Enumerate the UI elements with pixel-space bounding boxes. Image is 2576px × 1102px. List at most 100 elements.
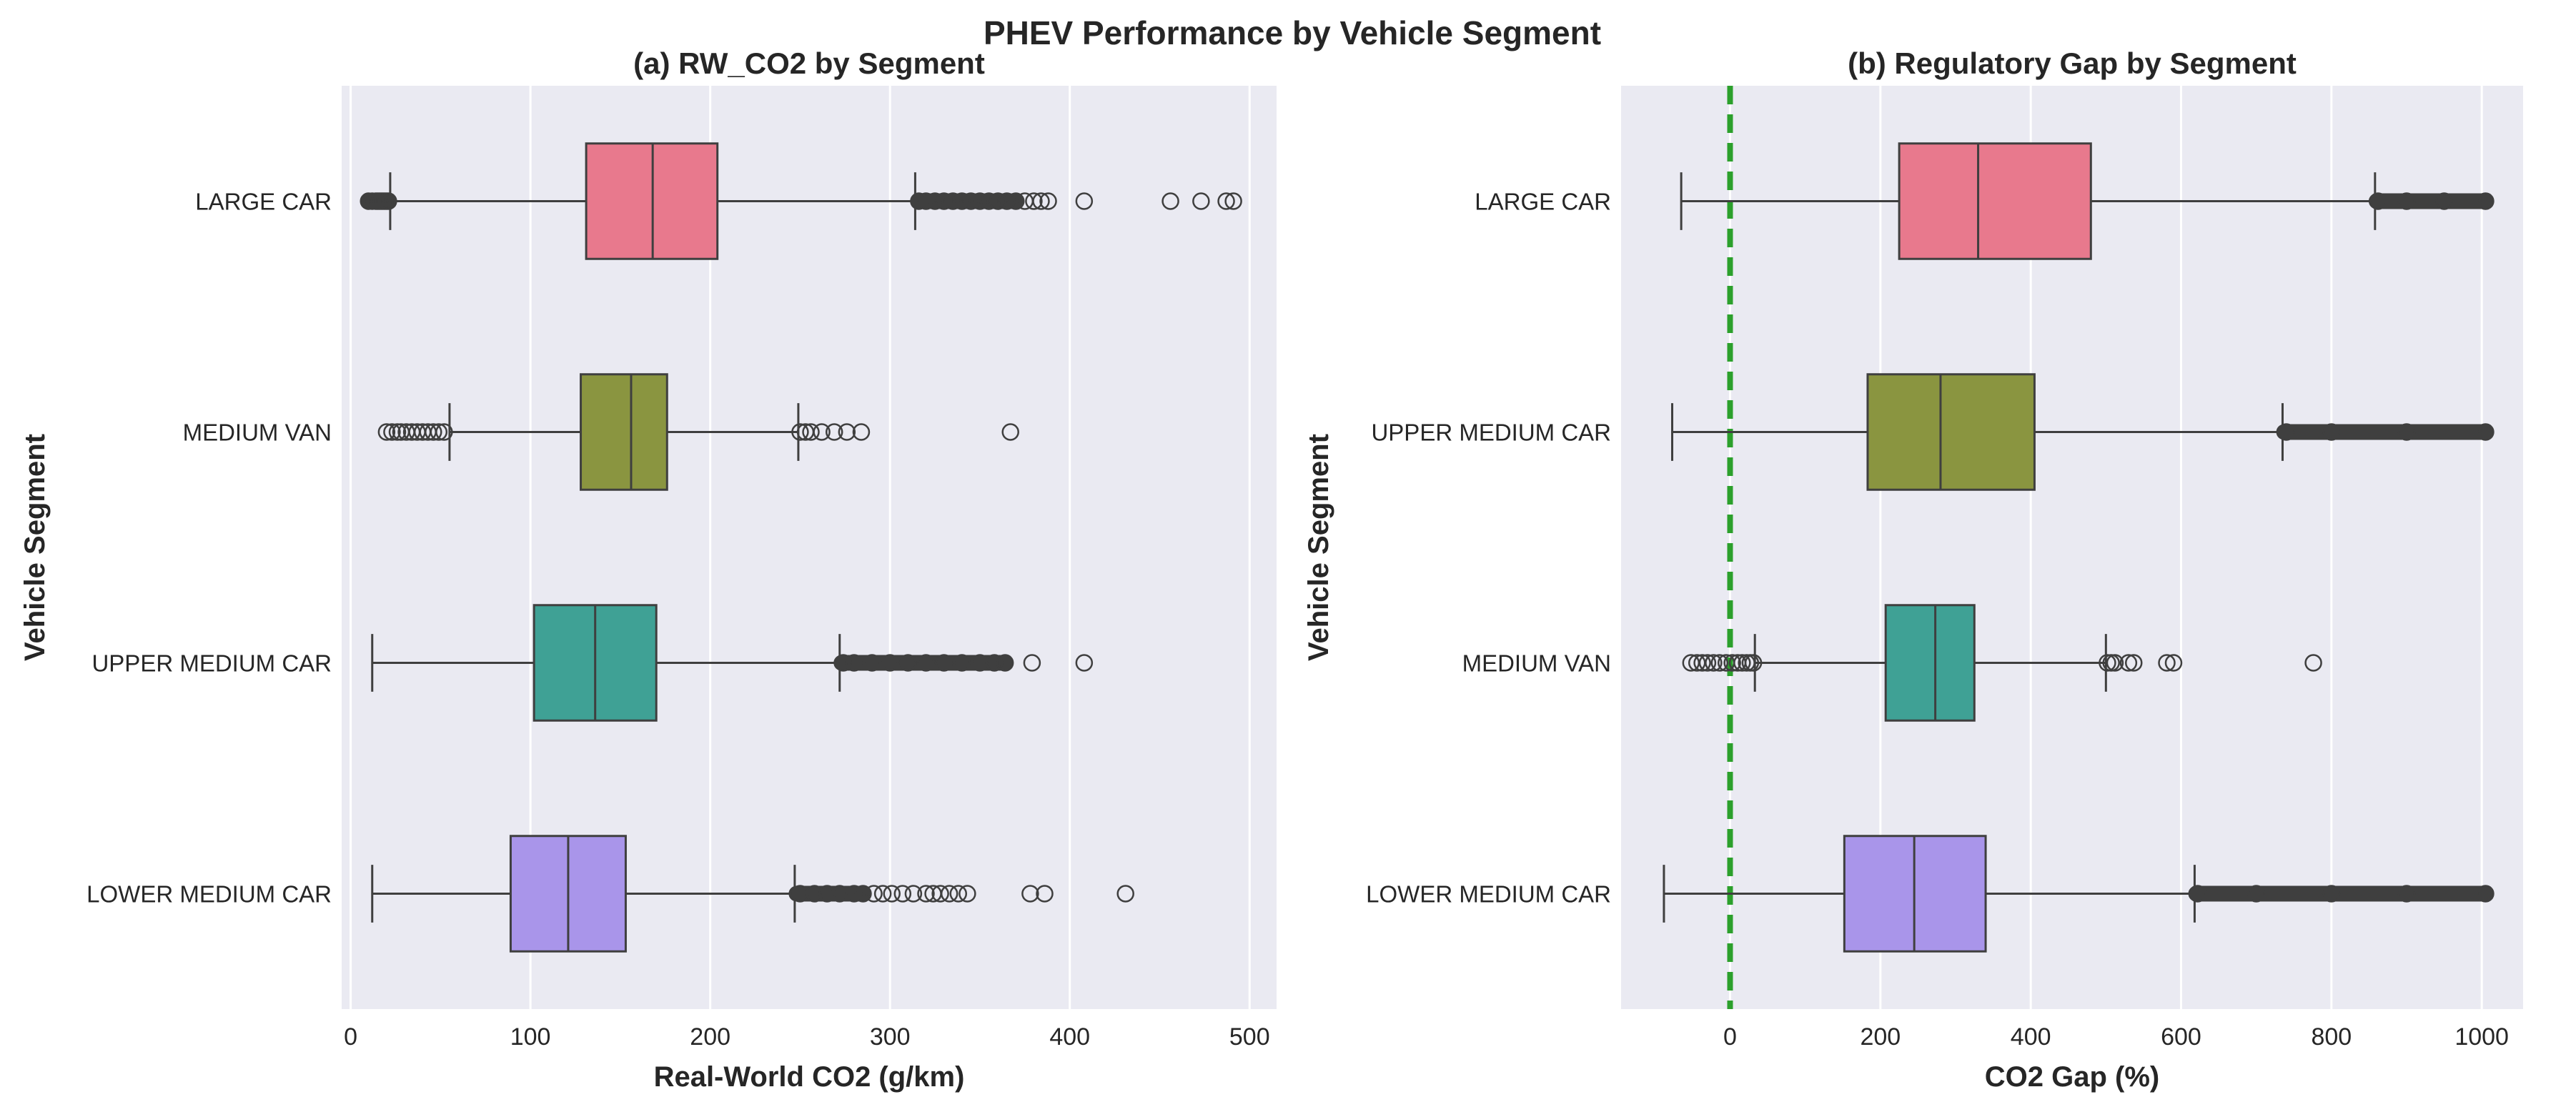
outlier-point: [845, 654, 863, 672]
outlier-point: [1023, 654, 1041, 672]
outlier-point: [935, 192, 953, 210]
x-tick-label: 600: [2161, 1023, 2201, 1051]
outlier-band: [2188, 885, 2494, 902]
outlier-point: [2397, 192, 2416, 210]
box-medium-van: [377, 373, 1019, 491]
outlier-point: [2477, 423, 2495, 441]
outlier-point: [917, 885, 935, 903]
outlier-point: [2369, 192, 2387, 210]
outlier-point: [881, 654, 899, 672]
outlier-point: [435, 423, 453, 441]
figure-title: PHEV Performance by Vehicle Segment: [984, 14, 1601, 51]
outlier-point: [953, 192, 971, 210]
outlier-point: [989, 192, 1007, 210]
iqr-box: [1866, 373, 2036, 491]
outlier-point: [2322, 885, 2341, 903]
outlier-point: [852, 423, 871, 441]
outlier-point: [1039, 192, 1057, 210]
outlier-point: [1224, 192, 1242, 210]
outlier-point: [958, 885, 976, 903]
y-tick-label: LARGE CAR: [195, 189, 332, 215]
outlier-point: [2277, 423, 2295, 441]
outlier-point: [899, 654, 917, 672]
outlier-band: [788, 885, 871, 902]
outlier-point: [377, 423, 396, 441]
outlier-point: [2247, 885, 2265, 903]
outlier-point: [1036, 885, 1054, 903]
outlier-point: [917, 654, 935, 672]
outlier-point: [2119, 654, 2138, 672]
x-tick-label: 100: [510, 1023, 551, 1051]
outlier-point: [943, 192, 962, 210]
x-axis-label: Real-World CO2 (g/km): [654, 1061, 965, 1093]
iqr-box: [1898, 142, 2092, 260]
plot-area: [342, 86, 1277, 1009]
outlier-point: [845, 885, 863, 903]
y-axis-label: Vehicle Segment: [19, 434, 51, 661]
outlier-point: [2397, 423, 2416, 441]
outlier-point: [1025, 192, 1043, 210]
box-medium-van: [1682, 604, 2322, 722]
outlier-point: [926, 192, 944, 210]
outlier-point: [985, 654, 1004, 672]
box-lower-medium-car: [1663, 835, 2495, 953]
outlier-point: [425, 423, 442, 441]
outlier-point: [2304, 654, 2322, 672]
outlier-point: [791, 885, 809, 903]
outlier-point: [1693, 654, 1711, 672]
outlier-point: [931, 885, 949, 903]
outlier-point: [1698, 654, 1717, 672]
outlier-point: [2164, 654, 2183, 672]
outlier-point: [818, 885, 836, 903]
box-large-car: [1680, 142, 2495, 260]
y-tick-label: MEDIUM VAN: [183, 420, 332, 446]
outlier-point: [873, 885, 892, 903]
outlier-point: [2435, 192, 2453, 210]
x-tick-label: 1000: [2454, 1023, 2509, 1051]
y-tick-label: MEDIUM VAN: [1462, 650, 1611, 677]
iqr-box: [580, 373, 668, 491]
box-upper-medium-car: [1671, 373, 2495, 491]
x-tick-label: 800: [2311, 1023, 2352, 1051]
outlier-point: [893, 885, 912, 903]
outlier-point: [854, 885, 872, 903]
outlier-point: [1744, 654, 1763, 672]
outlier-point: [917, 192, 935, 210]
outlier-point: [2189, 885, 2206, 903]
outlier-point: [1217, 192, 1235, 210]
outlier-point: [935, 654, 953, 672]
outlier-point: [1032, 192, 1050, 210]
y-tick-label: LARGE CAR: [1475, 189, 1611, 215]
panel-title: (a) RW_CO2 by Segment: [633, 46, 985, 80]
outlier-point: [1075, 192, 1094, 210]
outlier-point: [1001, 423, 1019, 441]
outlier-band: [2368, 193, 2494, 209]
x-tick-label: 0: [1723, 1023, 1737, 1051]
outlier-point: [953, 654, 971, 672]
box-upper-medium-car: [371, 604, 1094, 722]
outlier-point: [1705, 654, 1723, 672]
outlier-point: [998, 192, 1016, 210]
outlier-point: [1192, 192, 1210, 210]
outlier-point: [430, 423, 448, 441]
outlier-point: [904, 885, 923, 903]
panel-a: 0 100 200 300 400 500 LARGE CAR MEDIUM VAN UPPER…: [19, 46, 1277, 1093]
outlier-point: [838, 423, 856, 441]
panel-b: 0 200 400 600 800 1000 LARGE CAR UPPER MEDIUM C…: [1303, 46, 2523, 1093]
outlier-point: [971, 192, 989, 210]
outlier-point: [813, 423, 831, 441]
outlier-point: [1723, 654, 1741, 672]
outlier-point: [865, 885, 883, 903]
y-tick-label: LOWER MEDIUM CAR: [1366, 881, 1611, 908]
outlier-point: [380, 192, 397, 210]
y-tick-label: UPPER MEDIUM CAR: [1371, 420, 1611, 446]
x-tick-label: 0: [344, 1023, 357, 1051]
outlier-point: [940, 885, 958, 903]
outlier-point: [1710, 654, 1729, 672]
outlier-point: [2397, 885, 2416, 903]
y-axis-label: Vehicle Segment: [1303, 434, 1334, 661]
outlier-band: [2276, 424, 2494, 440]
outlier-point: [980, 192, 998, 210]
outlier-point: [2106, 654, 2124, 672]
